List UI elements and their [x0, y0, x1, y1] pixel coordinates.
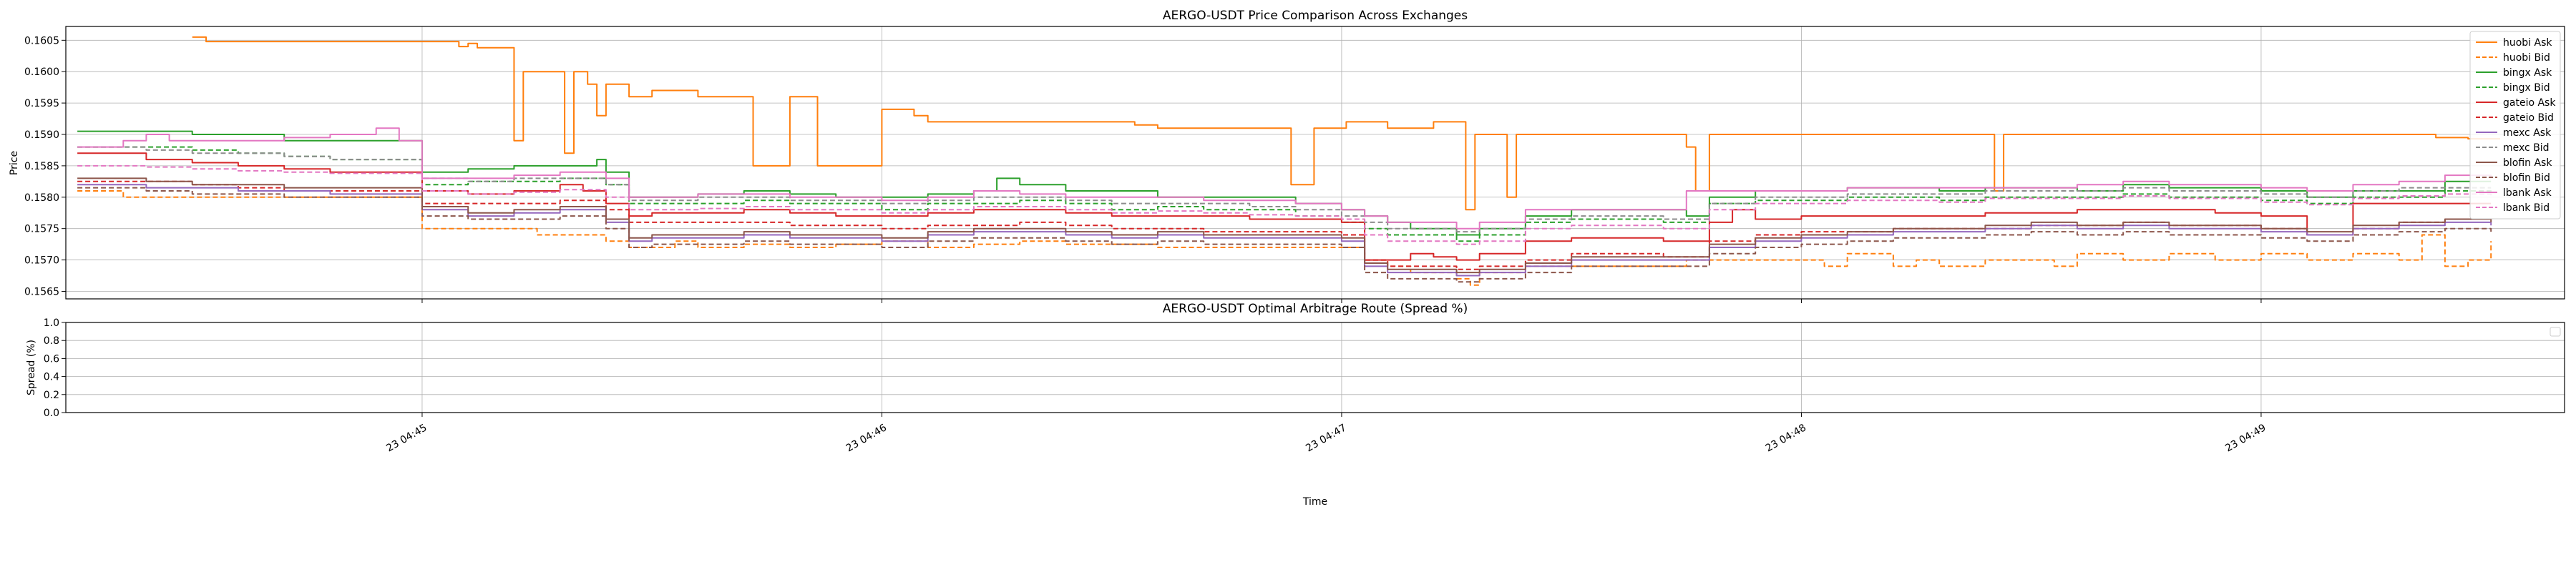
x-axis-label: Time [1302, 496, 1327, 508]
spread-y-tick-label: 0.8 [44, 335, 59, 347]
price-chart-y-ticks: 0.1565 0.1570 0.1575 0.1580 0.1585 0.1590 0.15… [24, 35, 66, 297]
spread-y-tick-label: 0.2 [44, 390, 59, 401]
price-y-tick-label: 0.1595 [24, 98, 59, 109]
price-y-tick-label: 0.1570 [24, 255, 59, 267]
legend-label: lbank Bid [2503, 202, 2550, 214]
price-chart-title: AERGO-USDT Price Comparison Across Excha… [1163, 9, 1468, 23]
price-y-tick-label: 0.1585 [24, 161, 59, 172]
mexc-bid-line [77, 146, 2492, 233]
spread-y-tick-label: 0.0 [44, 408, 59, 419]
spread-y-tick-label: 0.6 [44, 353, 59, 365]
price-y-axis-label: Price [9, 151, 20, 175]
spread-chart-frame [65, 322, 2565, 413]
legend-label: gateio Bid [2503, 112, 2554, 124]
bingx-bid-line [77, 146, 2492, 242]
spread-chart-y-ticks: 0.0 0.2 0.4 0.6 0.8 1.0 [44, 317, 66, 419]
legend-label: bingx Ask [2503, 67, 2552, 79]
blofin-bid-line [77, 187, 2492, 283]
price-y-tick-label: 0.1590 [24, 129, 59, 141]
spread-legend-box [2550, 327, 2561, 337]
price-chart-frame [65, 26, 2565, 300]
blofin-ask-line [77, 177, 2492, 274]
legend-box [2469, 31, 2561, 220]
spread-y-tick-label: 1.0 [44, 317, 59, 329]
price-comparison-chart: AERGO-USDT Price Comparison Across Excha… [9, 9, 2565, 303]
lbank-bid-line [77, 164, 2492, 245]
spread-chart-title: AERGO-USDT Optimal Arbitrage Route (Spre… [1163, 302, 1468, 316]
price-chart-series [77, 36, 2500, 286]
legend-label: gateio Ask [2503, 97, 2556, 109]
price-y-tick-label: 0.1580 [24, 192, 59, 204]
spread-y-axis-label: Spread (%) [26, 340, 37, 395]
price-y-tick-label: 0.1565 [24, 286, 59, 297]
mexc-ask-line [77, 184, 2492, 277]
price-y-tick-label: 0.1575 [24, 224, 59, 235]
legend-label: huobi Bid [2503, 52, 2550, 64]
price-y-tick-label: 0.1605 [24, 35, 59, 46]
legend-label: huobi Ask [2503, 37, 2552, 49]
legend-label: mexc Ask [2503, 127, 2552, 139]
huobi-ask-line [192, 36, 2500, 211]
legend-label: blofin Bid [2503, 172, 2550, 184]
legend-label: blofin Ask [2503, 157, 2552, 169]
spread-y-tick-label: 0.4 [44, 372, 59, 383]
legend-label: mexc Bid [2503, 142, 2550, 154]
lbank-ask-line [77, 127, 2492, 230]
price-chart-x-ticks [421, 299, 2262, 303]
legend-label: lbank Ask [2503, 187, 2552, 199]
legend-label: bingx Bid [2503, 82, 2550, 94]
price-y-tick-label: 0.1600 [24, 66, 59, 78]
price-chart-legend: huobi Ask huobi Bid bingx Ask bingx Bid gate… [2469, 31, 2561, 220]
